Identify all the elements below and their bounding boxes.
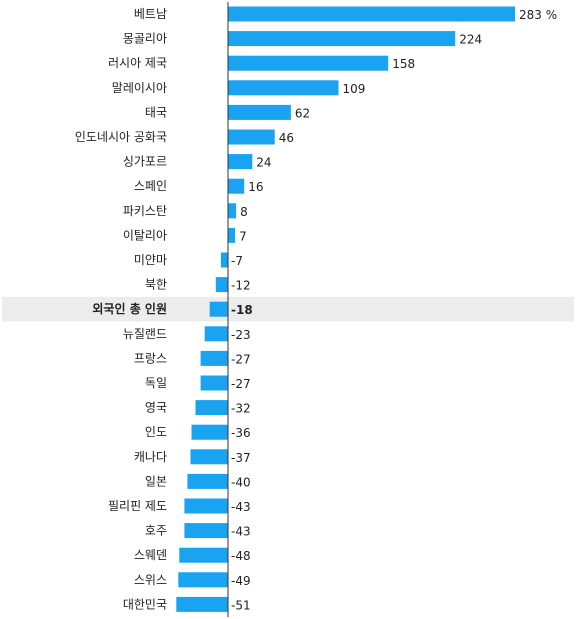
category-label: 베트남 bbox=[134, 7, 167, 21]
category-label: 몽골리아 bbox=[123, 32, 167, 46]
bar bbox=[204, 326, 228, 342]
category-label: 스웨덴 bbox=[134, 548, 167, 562]
category-label: 일본 bbox=[145, 474, 167, 488]
value-label: -49 bbox=[231, 574, 251, 588]
value-label: 7 bbox=[239, 229, 247, 243]
category-label: 스페인 bbox=[134, 179, 167, 193]
bar bbox=[228, 80, 339, 96]
value-label: -7 bbox=[231, 254, 243, 268]
bar bbox=[195, 400, 228, 416]
value-label: -40 bbox=[231, 475, 251, 489]
category-label: 대한민국 bbox=[123, 597, 167, 611]
bar bbox=[179, 547, 228, 563]
bar bbox=[209, 301, 228, 317]
category-label: 이탈리아 bbox=[123, 228, 167, 242]
bar bbox=[184, 498, 228, 514]
bar bbox=[191, 424, 228, 440]
value-label: -36 bbox=[231, 426, 251, 440]
bar bbox=[178, 572, 228, 588]
bar bbox=[228, 31, 456, 47]
bar bbox=[228, 129, 275, 145]
bar bbox=[215, 277, 228, 293]
value-label: -43 bbox=[231, 525, 251, 539]
bar bbox=[190, 449, 228, 465]
value-label: -48 bbox=[231, 549, 251, 563]
bar bbox=[220, 252, 228, 268]
category-label: 미얀마 bbox=[134, 253, 167, 267]
bar bbox=[228, 55, 389, 71]
value-label: -37 bbox=[231, 451, 251, 465]
bar bbox=[228, 6, 515, 22]
value-label: 283 % bbox=[519, 8, 557, 22]
bar bbox=[200, 375, 228, 391]
value-label: 109 bbox=[343, 82, 366, 96]
category-label: 싱가포르 bbox=[123, 155, 167, 169]
category-label: 뉴질랜드 bbox=[123, 327, 167, 341]
category-label: 파키스탄 bbox=[123, 204, 167, 218]
category-label: 인도네시아 공화국 bbox=[75, 130, 167, 144]
bar bbox=[187, 473, 228, 489]
bars bbox=[176, 6, 515, 612]
value-label: 16 bbox=[248, 180, 263, 194]
category-label: 호주 bbox=[145, 524, 167, 538]
category-label: 독일 bbox=[145, 376, 167, 390]
value-label: 46 bbox=[279, 131, 294, 145]
value-label: -51 bbox=[231, 598, 251, 612]
bar bbox=[228, 203, 237, 219]
value-label: -23 bbox=[231, 328, 251, 342]
bar bbox=[228, 178, 245, 194]
category-label: 스위스 bbox=[134, 573, 167, 587]
bar bbox=[184, 523, 228, 539]
value-label: -43 bbox=[231, 500, 251, 514]
bar bbox=[228, 154, 253, 170]
bar bbox=[228, 104, 291, 120]
value-label: -27 bbox=[231, 352, 251, 366]
category-label: 영국 bbox=[145, 401, 167, 415]
category-label: 말레이시아 bbox=[112, 81, 167, 95]
bar bbox=[176, 596, 228, 612]
labels: 베트남 283 % 몽골리아 224 러시아 제국 158 말레이시아 109 태국 62 인도네시… bbox=[75, 7, 557, 612]
category-label: 북한 bbox=[145, 278, 167, 292]
value-label: -32 bbox=[231, 402, 251, 416]
value-label: 24 bbox=[256, 156, 271, 170]
category-label: 인도 bbox=[145, 425, 167, 439]
category-label: 필리핀 제도 bbox=[108, 499, 167, 513]
value-label: -27 bbox=[231, 377, 251, 391]
value-label: 158 bbox=[392, 57, 415, 71]
value-label: -12 bbox=[231, 279, 251, 293]
category-label: 러시아 제국 bbox=[108, 56, 167, 70]
category-label: 캐나다 bbox=[134, 450, 167, 464]
value-label: 224 bbox=[459, 33, 482, 47]
value-label: 8 bbox=[240, 205, 248, 219]
category-label: 외국인 총 인원 bbox=[92, 301, 167, 316]
highlight-row-band bbox=[2, 296, 574, 322]
category-label: 태국 bbox=[145, 105, 167, 119]
value-label: 62 bbox=[295, 106, 310, 120]
category-label: 프랑스 bbox=[134, 351, 167, 365]
bar bbox=[228, 227, 236, 243]
value-label: -18 bbox=[231, 303, 253, 317]
bar bbox=[200, 350, 228, 366]
